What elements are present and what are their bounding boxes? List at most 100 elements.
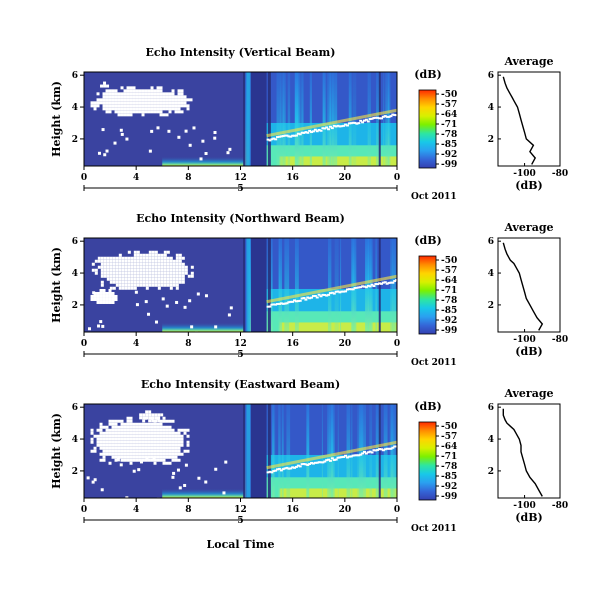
heatmap-no-data-cell [132, 440, 136, 444]
heatmap-surface-band [162, 322, 245, 332]
heatmap-no-data-cell [153, 104, 157, 108]
heatmap-no-data-cell [159, 101, 163, 105]
heatmap-no-data-cell [133, 271, 137, 275]
heatmap-no-data-cell [148, 280, 152, 284]
heatmap-no-data-cell [148, 271, 152, 275]
heatmap-no-data-cell [171, 419, 175, 423]
heatmap-no-data-cell [214, 325, 218, 329]
heatmap-no-data-cell [165, 95, 169, 99]
heatmap-no-data-cell [150, 452, 154, 456]
heatmap-no-data-cell [118, 277, 122, 281]
heatmap-no-data-cell [148, 419, 152, 423]
heatmap-no-data-cell [172, 280, 176, 284]
heatmap-no-data-cell [147, 440, 151, 444]
heatmap-no-data-cell [136, 274, 140, 278]
heatmap-no-data-cell [126, 434, 130, 438]
heatmap-no-data-cell [178, 277, 182, 281]
heatmap-no-data-cell [136, 256, 140, 260]
heatmap-no-data-cell [142, 277, 146, 281]
heatmap-no-data-cell [132, 434, 136, 438]
heatmap-no-data-cell [144, 449, 148, 453]
heatmap-no-data-cell [138, 440, 142, 444]
heatmap-no-data-cell [222, 491, 226, 495]
heatmap-streak [266, 238, 269, 332]
colorbar-tick-label: -50 [441, 256, 457, 266]
heatmap-no-data-cell [153, 422, 157, 426]
heatmap-bright-layer [397, 444, 400, 447]
heatmap-no-data-cell [115, 268, 119, 272]
heatmap-no-data-cell [159, 440, 163, 444]
heatmap-no-data-cell [120, 422, 124, 426]
heatmap-no-data-cell [166, 283, 170, 287]
heatmap-no-data-cell [157, 268, 161, 272]
heatmap-no-data-cell [126, 113, 130, 117]
heatmap-bright-layer [323, 294, 327, 297]
heatmap-no-data-cell [105, 107, 109, 111]
heatmap-streak [286, 404, 291, 498]
heatmap-no-data-cell [118, 268, 122, 272]
heatmap-bright-layer [336, 290, 340, 293]
heatmap-bright-layer [342, 455, 346, 458]
x-tick-label: 0 [81, 173, 87, 183]
heatmap-no-data-cell [177, 89, 181, 93]
heatmap-no-data-cell [133, 268, 137, 272]
heatmap-bright-layer [327, 128, 331, 131]
heatmap-no-data-cell [142, 280, 146, 284]
heatmap-no-data-cell [178, 280, 182, 284]
heatmap-no-data-cell [129, 449, 133, 453]
heatmap-no-data-cell [163, 253, 167, 257]
heatmap-bright-layer [277, 135, 281, 138]
heatmap-bright-layer [323, 127, 327, 130]
heatmap-bright-layer [338, 291, 342, 294]
heatmap-no-data-cell [144, 89, 148, 93]
heatmap-no-data-cell [108, 431, 112, 435]
heatmap-no-data-cell [130, 274, 134, 278]
colorbar [418, 255, 437, 335]
heatmap-no-data-cell [112, 256, 116, 260]
heatmap-no-data-cell [141, 440, 145, 444]
heatmap-gap [250, 404, 267, 498]
heatmap-dark-band [243, 238, 246, 332]
heatmap-no-data-cell [171, 437, 175, 441]
heatmap-no-data-cell [175, 277, 179, 281]
heatmap-streak [279, 238, 281, 332]
heatmap-no-data-cell [159, 425, 163, 429]
x-tick-label: 4 [133, 505, 139, 515]
heatmap-no-data-cell [174, 449, 178, 453]
heatmap-no-data-cell [114, 101, 118, 105]
heatmap-no-data-cell [150, 443, 154, 447]
heatmap-bright-layer [366, 451, 370, 454]
heatmap-no-data-cell [168, 110, 172, 114]
heatmap-no-data-cell [141, 95, 145, 99]
heatmap-no-data-cell [156, 98, 160, 102]
heatmap-no-data-cell [96, 92, 100, 96]
heatmap-no-data-cell [168, 92, 172, 96]
heatmap-no-data-cell [108, 449, 112, 453]
heatmap-no-data-cell [160, 280, 164, 284]
heatmap-no-data-cell [111, 95, 115, 99]
heatmap-bright-layer [310, 296, 314, 299]
heatmap-no-data-cell [153, 443, 157, 447]
heatmap-no-data-cell [129, 95, 133, 99]
heatmap-no-data-cell [132, 458, 136, 462]
heatmap-no-data-cell [162, 458, 166, 462]
heatmap-no-data-cell [114, 425, 118, 429]
average-y-tick-label: 2 [488, 467, 494, 477]
x-tick-label: 0 [394, 505, 400, 515]
average-x-tick-label: -100 [513, 169, 536, 179]
heatmap-bright-layer [268, 305, 272, 308]
heatmap-no-data-cell [129, 461, 133, 465]
heatmap-no-data-cell [111, 107, 115, 111]
heatmap-no-data-cell [90, 294, 94, 298]
heatmap-bright-layer [362, 450, 366, 453]
heatmap-bright-layer [334, 458, 338, 461]
heatmap-no-data-cell [160, 253, 164, 257]
heatmap-no-data-cell [139, 280, 143, 284]
heatmap-no-data-cell [127, 250, 131, 254]
heatmap-no-data-cell [102, 455, 106, 459]
heatmap-no-data-cell [168, 461, 172, 465]
heatmap-no-data-cell [159, 437, 163, 441]
heatmap-no-data-cell [121, 277, 125, 281]
heatmap-dark-band [243, 404, 246, 498]
heatmap-no-data-cell [150, 458, 154, 462]
